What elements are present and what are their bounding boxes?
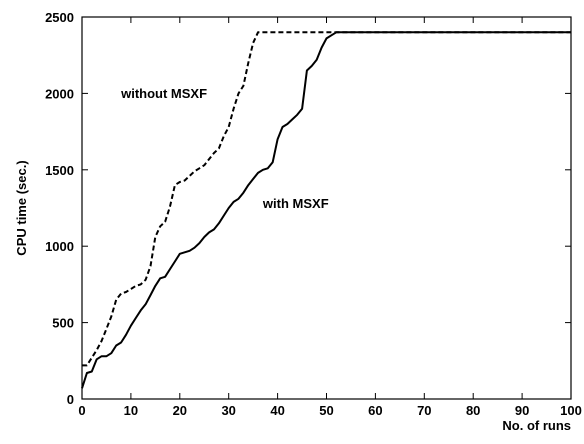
x-tick-label: 60 (368, 403, 382, 418)
series-label-with-msxf: with MSXF (262, 196, 329, 211)
y-tick-label: 2500 (45, 10, 74, 25)
labels-layer: No. of runs CPU time (sec.) with MSXF witho… (14, 86, 571, 433)
series-label-without-msxf: without MSXF (120, 86, 207, 101)
y-tick-label: 2000 (45, 86, 74, 101)
y-tick-label: 500 (52, 316, 74, 331)
x-tick-label: 30 (221, 403, 235, 418)
x-tick-label: 80 (466, 403, 480, 418)
x-tick-label: 10 (124, 403, 138, 418)
x-tick-label: 0 (78, 403, 85, 418)
x-axis-label: No. of runs (502, 418, 571, 433)
x-tick-label: 40 (270, 403, 284, 418)
axes: 0 10 20 30 40 50 60 70 80 90 100050010001500200025… (45, 10, 582, 418)
x-tick-label: 90 (515, 403, 529, 418)
x-tick-label: 70 (417, 403, 431, 418)
y-tick-label: 1000 (45, 239, 74, 254)
x-tick-label: 20 (173, 403, 187, 418)
series-line-without-msxf (82, 31, 571, 367)
y-tick-label: 0 (67, 392, 74, 407)
series-layer (81, 31, 571, 389)
x-tick-label: 100 (560, 403, 582, 418)
x-tick-label: 50 (319, 403, 333, 418)
y-tick-label: 1500 (45, 163, 74, 178)
series-line-with-msxf (81, 31, 571, 389)
y-axis-label: CPU time (sec.) (14, 160, 29, 255)
